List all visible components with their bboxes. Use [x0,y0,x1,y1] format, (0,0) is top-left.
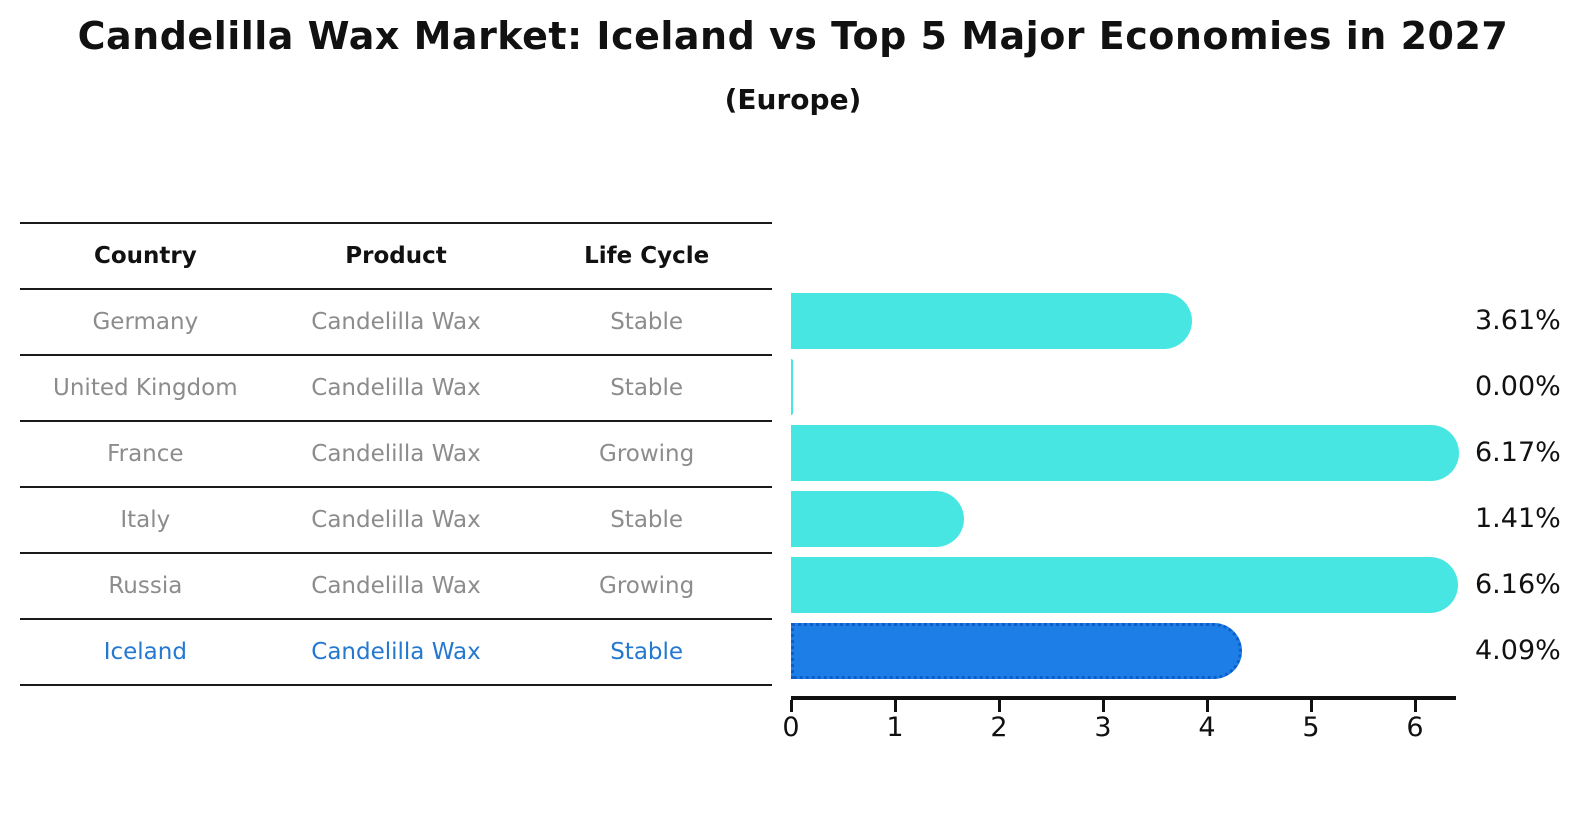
x-axis-tick [893,700,897,712]
country-cell: Italy [120,507,171,533]
x-axis-tick-label: 3 [1094,712,1112,743]
value-label-russia: 6.16% [1475,569,1561,600]
x-axis-tick [997,700,1001,712]
product-cell: Candelilla Wax [311,573,481,599]
value-label-italy: 1.41% [1475,503,1561,534]
table-row-italy: Italy Candelilla Wax Stable [20,488,772,554]
bar-france [791,425,1459,481]
product-cell: Candelilla Wax [311,507,481,533]
table-row-france: France Candelilla Wax Growing [20,422,772,488]
lifecycle-cell: Stable [610,375,684,401]
chart-subtitle: (Europe) [724,83,862,116]
country-cell: France [107,441,184,467]
column-header-lifecycle: Life Cycle [584,243,710,269]
x-axis-tick [1101,700,1105,712]
bar-row-italy: 1.41% [791,486,1586,552]
table-row-iceland: Iceland Candelilla Wax Stable [20,620,772,686]
x-axis-tick-label: 6 [1406,712,1424,743]
product-cell: Candelilla Wax [311,639,481,665]
lifecycle-cell: Growing [599,573,695,599]
country-cell: United Kingdom [53,375,238,401]
x-axis-tick-label: 1 [886,712,904,743]
x-axis-tick [1205,700,1209,712]
bar-row-united-kingdom: 0.00% [791,354,1586,420]
x-axis-tick-label: 0 [782,712,800,743]
column-header-country: Country [93,243,197,269]
value-label-iceland: 4.09% [1475,635,1561,666]
bar-row-russia: 6.16% [791,552,1586,618]
x-axis [791,696,1456,700]
bar-row-iceland: 4.09% [791,618,1586,684]
product-cell: Candelilla Wax [311,309,481,335]
table-header-row: Country Product Life Cycle [20,224,772,290]
bar-germany [791,293,1193,349]
x-axis-tick-label: 2 [990,712,1008,743]
table-row-germany: Germany Candelilla Wax Stable [20,290,772,356]
bar-russia [791,557,1458,613]
chart-title: Candelilla Wax Market: Iceland vs Top 5 … [77,14,1509,58]
bar-italy [791,491,964,547]
country-table: Country Product Life Cycle Germany Cande… [20,222,772,686]
x-axis-tick-label: 5 [1302,712,1320,743]
value-label-germany: 3.61% [1475,305,1561,336]
table-row-united-kingdom: United Kingdom Candelilla Wax Stable [20,356,772,422]
country-cell: Germany [92,309,199,335]
table-row-russia: Russia Candelilla Wax Growing [20,554,772,620]
product-cell: Candelilla Wax [311,441,481,467]
value-label-france: 6.17% [1475,437,1561,468]
x-axis-tick [1309,700,1313,712]
x-axis-tick [789,700,793,712]
country-cell: Iceland [103,639,187,665]
bar-united-kingdom [791,359,793,415]
bar-row-france: 6.17% [791,420,1586,486]
lifecycle-cell: Stable [610,309,684,335]
product-cell: Candelilla Wax [311,375,481,401]
lifecycle-cell: Stable [610,507,684,533]
bar-iceland [791,623,1243,679]
lifecycle-cell: Stable [610,639,684,665]
column-header-product: Product [345,243,447,269]
bar-row-germany: 3.61% [791,288,1586,354]
x-axis-tick [1413,700,1417,712]
country-cell: Russia [108,573,183,599]
x-axis-tick-label: 4 [1198,712,1216,743]
value-label-united-kingdom: 0.00% [1475,371,1561,402]
lifecycle-cell: Growing [599,441,695,467]
